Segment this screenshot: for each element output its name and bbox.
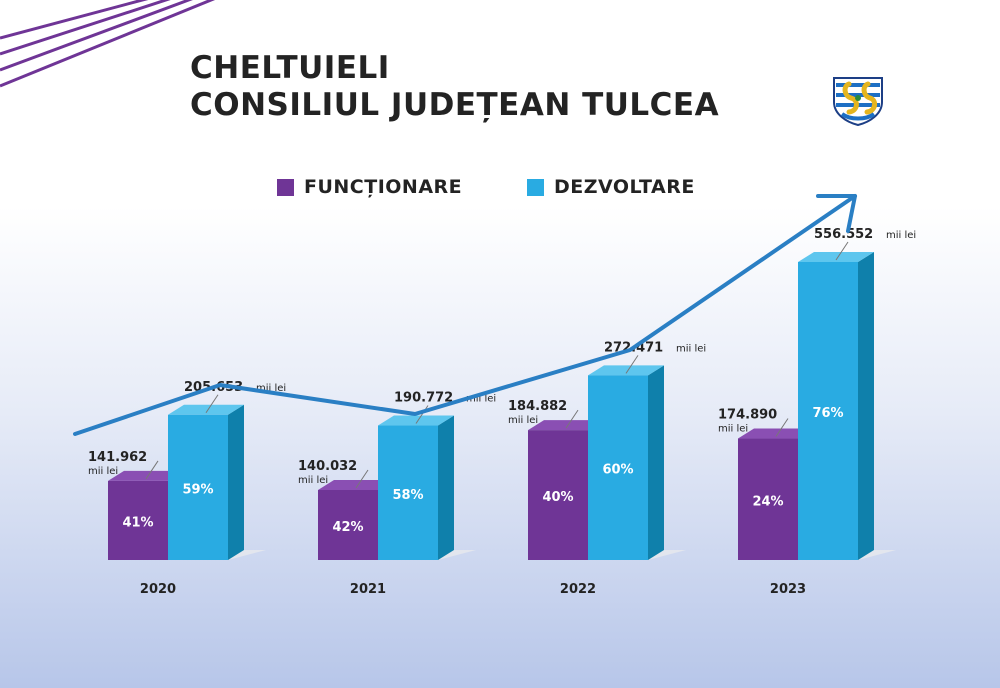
percent-label-dezvoltare-2020: 59% [182, 482, 213, 497]
unit-label-functionare-2022: mii lei [508, 415, 538, 426]
unit-label-functionare-2021: mii lei [298, 475, 328, 486]
bar-top-dezvoltare-2022 [588, 365, 664, 376]
leader-line-functionare-2021 [355, 469, 369, 489]
leader-line-dezvoltare-2021 [415, 405, 429, 424]
bar-top-functionare-2022 [528, 420, 604, 431]
decorative-stripe [0, 0, 193, 72]
bar-top-functionare-2023 [738, 428, 814, 439]
bar-top-dezvoltare-2023 [798, 252, 874, 262]
legend-swatch-functionare [277, 178, 294, 196]
leader-line-functionare-2020 [145, 460, 159, 480]
legend-functionare: FUNCȚIONARE [277, 176, 462, 198]
legend-label-dezvoltare: DEZVOLTARE [554, 176, 695, 198]
category-label-2020: 2020 [140, 582, 176, 597]
value-label-functionare-2021: 140.032 [298, 459, 357, 474]
unit-label-functionare-2023: mii lei [718, 424, 748, 435]
bar-top-dezvoltare-2020 [168, 404, 244, 415]
unit-label-dezvoltare-2022: mii lei [676, 343, 706, 354]
bar-side-dezvoltare-2020 [228, 404, 244, 560]
decorative-stripe [0, 0, 171, 56]
legend-swatch-dezvoltare [527, 178, 544, 196]
bar-top-functionare-2021 [318, 480, 394, 490]
bar-top-functionare-2020 [108, 470, 184, 481]
chart-title: CHELTUIELI [190, 50, 390, 86]
bar-dezvoltare-2020 [168, 414, 228, 560]
unit-label-dezvoltare-2020: mii lei [256, 383, 286, 394]
category-label-2023: 2023 [770, 582, 806, 597]
leader-line-dezvoltare-2022 [625, 355, 639, 374]
unit-label-dezvoltare-2023: mii lei [886, 230, 916, 241]
percent-label-dezvoltare-2021: 58% [392, 488, 423, 503]
value-label-dezvoltare-2023: 556.552 [814, 227, 873, 242]
percent-label-functionare-2021: 42% [332, 520, 363, 535]
trend-arrow-line [73, 194, 857, 436]
bar-top-dezvoltare-2021 [378, 415, 454, 426]
value-label-functionare-2020: 141.962 [88, 450, 147, 465]
decorative-stripe [0, 0, 149, 40]
percent-label-functionare-2020: 41% [122, 515, 153, 530]
unit-label-dezvoltare-2021: mii lei [466, 394, 496, 405]
legend-dezvoltare: DEZVOLTARE [527, 176, 695, 198]
leader-line-dezvoltare-2020 [205, 394, 219, 414]
legend-label-functionare: FUNCȚIONARE [304, 176, 463, 198]
percent-label-functionare-2022: 40% [542, 490, 573, 505]
leader-line-functionare-2023 [775, 418, 789, 437]
bar-dezvoltare-2022 [588, 375, 648, 560]
unit-label-functionare-2020: mii lei [88, 466, 118, 477]
value-label-functionare-2022: 184.882 [508, 399, 567, 414]
category-label-2021: 2021 [350, 582, 386, 597]
bar-functionare-2022 [528, 430, 588, 560]
value-label-functionare-2023: 174.890 [718, 408, 777, 423]
bar-functionare-2021 [318, 490, 378, 560]
bar-dezvoltare-2023 [798, 262, 858, 560]
value-label-dezvoltare-2021: 190.772 [394, 391, 453, 406]
category-label-2022: 2022 [560, 582, 596, 597]
bar-side-dezvoltare-2022 [648, 365, 664, 560]
chart-subtitle: CONSILIUL JUDEȚEAN TULCEA [190, 87, 720, 123]
percent-label-dezvoltare-2022: 60% [602, 463, 633, 478]
bar-side-dezvoltare-2023 [858, 252, 874, 560]
decorative-stripe [0, 0, 216, 88]
bar-functionare-2020 [108, 480, 168, 560]
percent-label-dezvoltare-2023: 76% [812, 406, 843, 421]
leader-line-dezvoltare-2023 [835, 241, 849, 261]
leader-line-functionare-2022 [565, 409, 579, 429]
trend-arrow-head [816, 194, 857, 233]
percent-label-functionare-2023: 24% [752, 494, 783, 509]
tulcea-county-coat-of-arms-icon [833, 77, 883, 126]
bar-side-dezvoltare-2021 [438, 415, 454, 560]
bar-functionare-2023 [738, 438, 798, 560]
bar-dezvoltare-2021 [378, 425, 438, 560]
